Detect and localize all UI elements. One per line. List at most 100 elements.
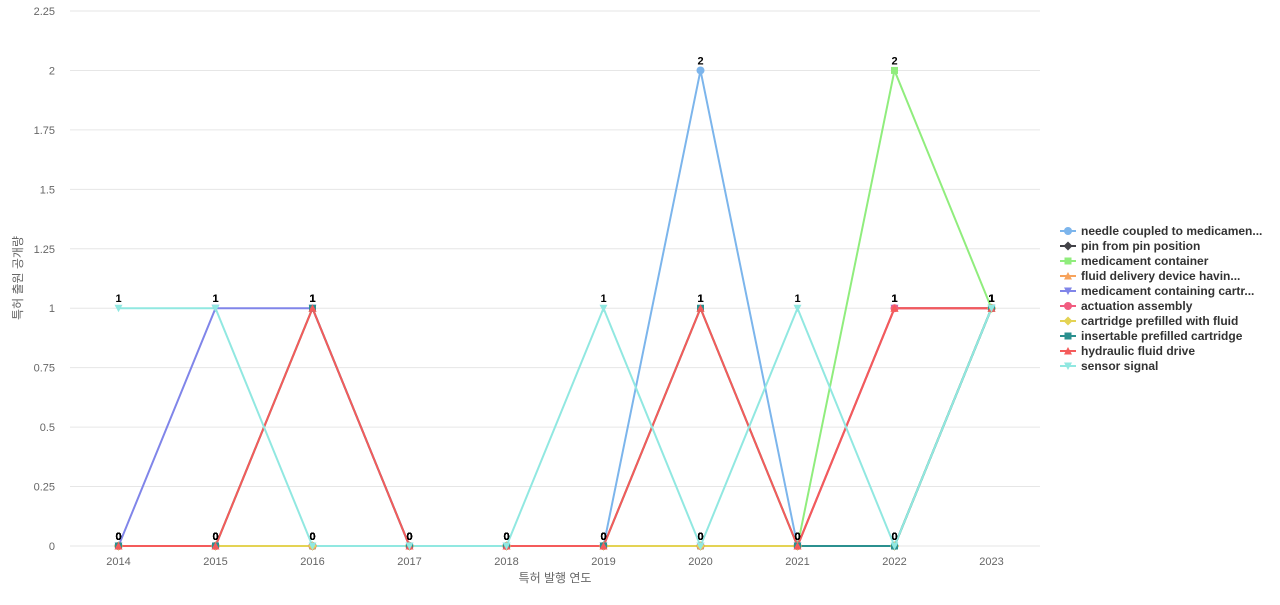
marker — [114, 304, 123, 313]
data-label: 0 — [309, 531, 315, 543]
data-label: 1 — [988, 293, 994, 305]
data-label: 0 — [212, 531, 218, 543]
legend-label: medicament containing cartr... — [1081, 284, 1254, 298]
legend-label: needle coupled to medicamen... — [1081, 224, 1262, 238]
data-label: 0 — [600, 531, 606, 543]
data-label: 0 — [891, 531, 897, 543]
data-label: 0 — [600, 531, 606, 543]
data-label: 0 — [794, 531, 800, 543]
y-tick-label: 2 — [49, 65, 55, 77]
data-label: 1 — [988, 293, 994, 305]
data-label: 0 — [697, 531, 703, 543]
marker — [211, 304, 220, 313]
data-label: 1 — [891, 293, 897, 305]
data-label: 0 — [406, 531, 412, 543]
data-label: 1 — [891, 293, 897, 305]
data-label: 0 — [212, 531, 218, 543]
y-tick-label: 0 — [49, 541, 55, 553]
data-label: 1 — [891, 293, 897, 305]
data-label: 1 — [600, 293, 606, 305]
data-label: 0 — [406, 531, 412, 543]
data-label: 0 — [600, 531, 606, 543]
data-label: 0 — [503, 531, 509, 543]
data-label: 1 — [891, 293, 897, 305]
data-label: 0 — [406, 531, 412, 543]
x-tick-label: 2014 — [106, 556, 130, 568]
data-label: 0 — [212, 531, 218, 543]
legend-marker — [1064, 302, 1072, 310]
data-label: 0 — [697, 531, 703, 543]
marker — [308, 542, 317, 550]
legend-label: medicament container — [1081, 254, 1209, 268]
legend-marker — [1064, 272, 1072, 280]
data-label: 1 — [988, 293, 994, 305]
data-label: 1 — [988, 293, 994, 305]
data-label: 1 — [988, 293, 994, 305]
data-label: 0 — [503, 531, 509, 543]
data-label: 2 — [697, 55, 703, 67]
marker — [308, 304, 317, 312]
marker — [599, 542, 608, 550]
data-label: 1 — [309, 293, 315, 305]
legend-marker — [1064, 347, 1072, 355]
marker — [793, 542, 802, 550]
data-label: 1 — [697, 293, 703, 305]
data-label: 1 — [309, 293, 315, 305]
x-tick-label: 2022 — [882, 556, 906, 568]
data-label: 0 — [891, 531, 897, 543]
x-axis-title: 특허 발행 연도 — [519, 570, 592, 585]
marker — [405, 542, 414, 550]
data-label: 0 — [212, 531, 218, 543]
data-label: 0 — [406, 531, 412, 543]
data-label: 0 — [406, 531, 412, 543]
data-label: 0 — [794, 531, 800, 543]
x-tick-label: 2017 — [397, 556, 421, 568]
data-label: 0 — [115, 531, 121, 543]
data-label: 1 — [309, 293, 315, 305]
data-label: 0 — [406, 531, 412, 543]
data-label: 0 — [503, 531, 509, 543]
data-label: 0 — [697, 531, 703, 543]
data-label: 1 — [115, 293, 121, 305]
y-axis-title: 특허 출원 공개량 — [11, 236, 25, 320]
data-label: 0 — [697, 531, 703, 543]
data-label: 1 — [309, 293, 315, 305]
data-label: 1 — [212, 293, 218, 305]
marker — [891, 66, 898, 74]
y-tick-label: 1.25 — [34, 244, 55, 256]
y-tick-label: 0.25 — [34, 482, 55, 494]
x-tick-label: 2019 — [591, 556, 615, 568]
marker — [696, 542, 705, 550]
legend-marker — [1064, 362, 1072, 370]
marker — [502, 542, 511, 550]
data-label: 0 — [794, 531, 800, 543]
series-line — [118, 305, 993, 549]
data-label: 0 — [891, 531, 897, 543]
data-label: 0 — [503, 531, 509, 543]
data-label: 0 — [406, 531, 412, 543]
x-tick-label: 2021 — [785, 556, 809, 568]
x-tick-label: 2020 — [688, 556, 712, 568]
legend-marker — [1064, 332, 1072, 340]
data-label: 0 — [212, 531, 218, 543]
legend-label: sensor signal — [1081, 359, 1158, 373]
data-label: 0 — [794, 531, 800, 543]
data-label: 0 — [600, 531, 606, 543]
legend-marker — [1063, 316, 1073, 326]
data-label: 0 — [503, 531, 509, 543]
data-label: 0 — [600, 531, 606, 543]
data-label: 0 — [309, 531, 315, 543]
data-label: 0 — [406, 531, 412, 543]
marker — [696, 66, 705, 75]
data-label: 0 — [891, 531, 897, 543]
legend-label: actuation assembly — [1081, 299, 1193, 313]
y-tick-label: 1.75 — [34, 125, 55, 137]
data-label: 0 — [600, 531, 606, 543]
data-label: 0 — [115, 531, 121, 543]
data-label: 0 — [503, 531, 509, 543]
y-tick-label: 1.5 — [40, 184, 55, 196]
data-label: 0 — [212, 531, 218, 543]
data-label: 1 — [988, 293, 994, 305]
legend-label: pin from pin position — [1081, 239, 1200, 253]
